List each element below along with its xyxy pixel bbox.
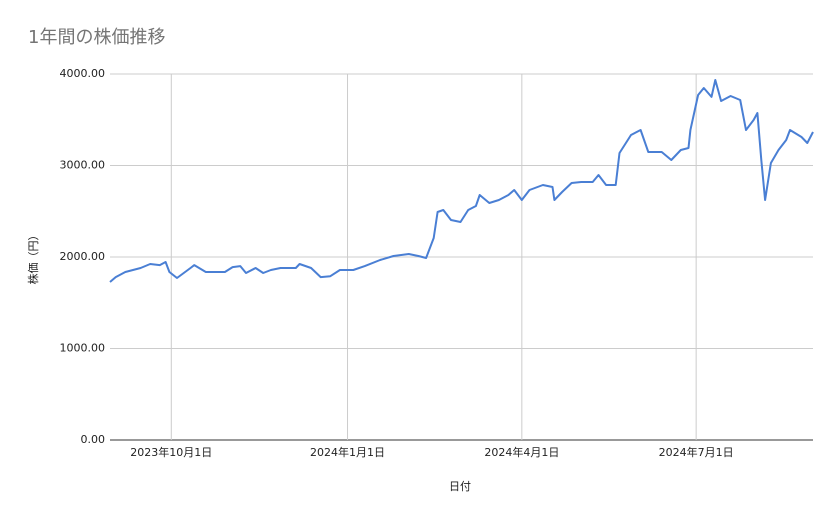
- y-tick-label: 1000.00: [60, 342, 106, 355]
- x-tick-label: 2024年4月1日: [484, 445, 559, 459]
- y-tick-label: 3000.00: [60, 159, 106, 172]
- y-tick-label: 2000.00: [60, 250, 106, 263]
- y-axis-label: 株価（円）: [26, 230, 40, 285]
- price-line: [109, 79, 814, 283]
- y-tick-label: 0.00: [81, 433, 106, 446]
- x-axis-label: 日付: [449, 480, 471, 493]
- y-tick-label: 4000.00: [60, 67, 106, 80]
- chart-title: 1年間の株価推移: [28, 27, 165, 48]
- x-tick-label: 2024年7月1日: [659, 445, 734, 459]
- x-tick-label: 2024年1月1日: [310, 445, 385, 459]
- x-tick-label: 2023年10月1日: [130, 445, 212, 459]
